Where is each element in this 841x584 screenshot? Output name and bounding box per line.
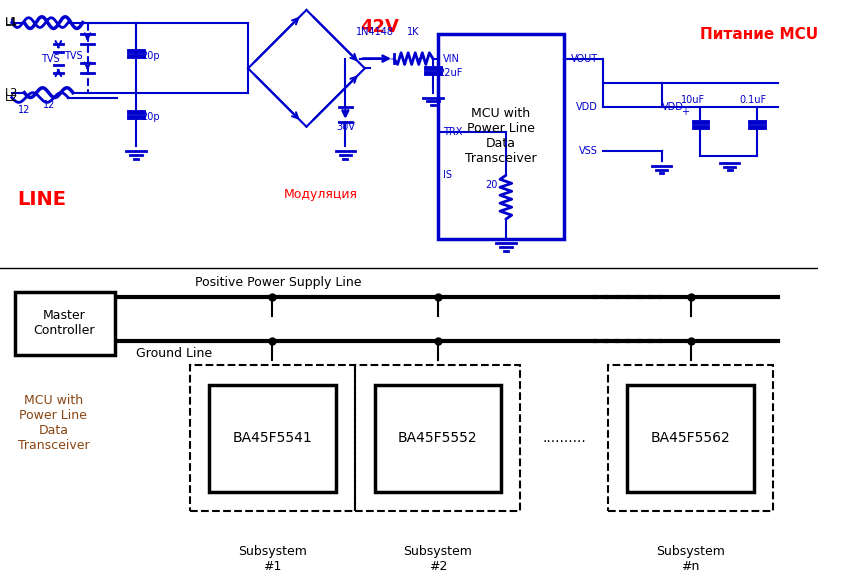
Text: 20p: 20p: [141, 112, 160, 122]
Bar: [438, 34, 564, 239]
Text: TRX: TRX: [442, 127, 462, 137]
Text: 30V: 30V: [336, 121, 355, 132]
Text: 1N4148: 1N4148: [356, 27, 394, 37]
Bar: [374, 384, 501, 492]
Text: Модуляция: Модуляция: [284, 188, 358, 201]
Text: BA45F5562: BA45F5562: [651, 431, 731, 445]
Text: L2: L2: [5, 88, 19, 98]
Text: L2: L2: [5, 92, 19, 103]
Text: 0.1uF: 0.1uF: [739, 95, 766, 106]
Text: TVS: TVS: [41, 54, 60, 64]
Text: IS: IS: [442, 171, 452, 180]
Text: L1: L1: [5, 17, 19, 27]
Text: VIN: VIN: [442, 54, 459, 64]
Bar: [14, 292, 114, 355]
Text: +: +: [681, 107, 689, 117]
Bar: [209, 384, 336, 492]
Text: MCU with
Power Line
Data
Transceiver: MCU with Power Line Data Transceiver: [465, 107, 537, 165]
Text: Master
Controller: Master Controller: [34, 309, 95, 337]
Text: 10uF: 10uF: [681, 95, 705, 106]
Text: TVS: TVS: [64, 51, 82, 61]
Text: 12: 12: [19, 105, 30, 115]
Text: 20p: 20p: [141, 51, 160, 61]
Text: Ground Line: Ground Line: [136, 347, 212, 360]
Text: 20: 20: [486, 180, 498, 190]
Text: Subsystem
#2: Subsystem #2: [404, 545, 472, 573]
Bar: [190, 365, 355, 511]
Text: Positive Power Supply Line: Positive Power Supply Line: [194, 276, 361, 289]
Text: L1: L1: [5, 18, 19, 27]
Text: 42V: 42V: [360, 18, 399, 36]
Text: Subsystem
#1: Subsystem #1: [238, 545, 307, 573]
Text: VSS: VSS: [579, 146, 598, 156]
Bar: [355, 365, 521, 511]
Text: VOUT: VOUT: [571, 54, 598, 64]
Text: BA45F5541: BA45F5541: [232, 431, 312, 445]
Text: Питание MCU: Питание MCU: [701, 27, 818, 42]
Text: Subsystem
#n: Subsystem #n: [656, 545, 725, 573]
Text: VDD: VDD: [662, 102, 684, 112]
Text: 12: 12: [42, 100, 55, 110]
Text: VDD: VDD: [576, 102, 598, 112]
Text: 22uF: 22uF: [438, 68, 463, 78]
Text: BA45F5552: BA45F5552: [398, 431, 478, 445]
Text: LINE: LINE: [18, 190, 66, 209]
Bar: [608, 365, 774, 511]
Text: 1K: 1K: [407, 27, 420, 37]
Bar: [627, 384, 754, 492]
Text: MCU with
Power Line
Data
Transceiver: MCU with Power Line Data Transceiver: [18, 394, 89, 453]
Text: ..........: ..........: [542, 431, 586, 445]
Text: +: +: [415, 54, 425, 64]
